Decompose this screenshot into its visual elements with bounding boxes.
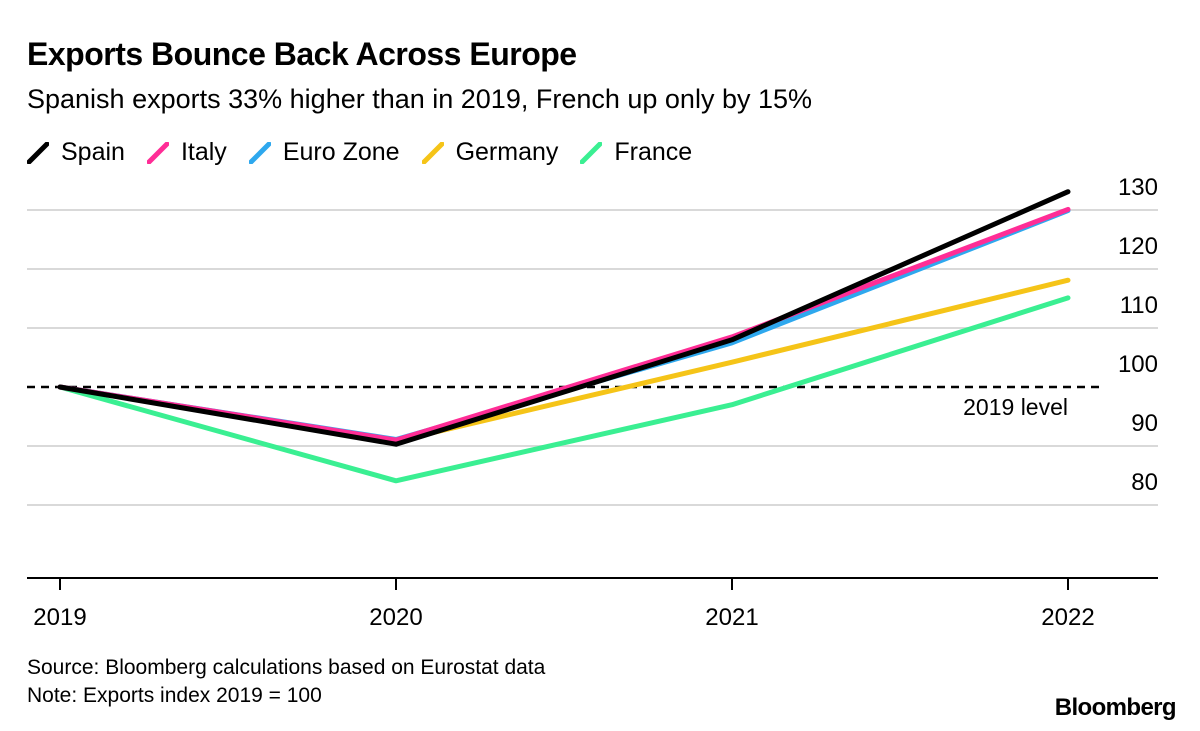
legend-item-spain: Spain bbox=[27, 138, 125, 167]
legend-label-spain: Spain bbox=[61, 138, 125, 166]
reference-line-label: 2019 level bbox=[963, 394, 1068, 420]
gridlines bbox=[27, 209, 1158, 506]
legend-label-germany: Germany bbox=[455, 138, 559, 166]
y-tick-label-130: 130 bbox=[1118, 174, 1158, 201]
bloomberg-logo: Bloomberg bbox=[1054, 694, 1177, 721]
x-tick-label-2021: 2021 bbox=[705, 604, 758, 631]
source-text: Source: Bloomberg calculations based on … bbox=[27, 656, 546, 679]
legend-item-italy: Italy bbox=[146, 138, 227, 167]
y-tick-label-80: 80 bbox=[1131, 469, 1158, 496]
x-tick-label-2020: 2020 bbox=[369, 604, 422, 631]
note-text: Note: Exports index 2019 = 100 bbox=[27, 684, 322, 707]
legend-swatch-spain bbox=[27, 141, 49, 164]
legend-swatch-germany bbox=[421, 141, 444, 164]
legend-swatch-italy bbox=[146, 141, 169, 164]
series-line-france bbox=[57, 295, 1071, 484]
y-tick-label-100: 100 bbox=[1118, 351, 1158, 378]
legend-label-euro-zone: Euro Zone bbox=[282, 138, 400, 166]
series-lines bbox=[57, 189, 1071, 484]
chart-subtitle: Spanish exports 33% higher than in 2019,… bbox=[27, 84, 813, 114]
legend-label-france: France bbox=[614, 138, 693, 166]
chart-title: Exports Bounce Back Across Europe bbox=[27, 36, 577, 72]
legend-item-euro-zone: Euro Zone bbox=[248, 138, 400, 167]
y-tick-label-120: 120 bbox=[1118, 233, 1158, 260]
footer-notes: Source: Bloomberg calculations based on … bbox=[27, 654, 545, 710]
series-line-spain bbox=[57, 189, 1071, 447]
legend: Spain Italy Euro Zone Germany France bbox=[27, 138, 692, 167]
series-line-euro-zone bbox=[57, 208, 1071, 442]
y-tick-label-110: 110 bbox=[1120, 292, 1158, 319]
y-tick-labels: 80 90 100 110 120 130 bbox=[1118, 174, 1158, 496]
legend-swatch-euro-zone bbox=[248, 141, 271, 164]
legend-item-germany: Germany bbox=[421, 138, 559, 167]
legend-label-italy: Italy bbox=[180, 138, 227, 166]
x-tick-label-2022: 2022 bbox=[1041, 604, 1094, 631]
x-axis: 2019 2020 2021 2022 bbox=[27, 577, 1158, 631]
legend-item-france: France bbox=[580, 138, 692, 167]
x-tick-label-2019: 2019 bbox=[33, 604, 86, 631]
series-line-germany bbox=[57, 277, 1071, 444]
series-line-italy bbox=[57, 206, 1071, 443]
y-tick-label-90: 90 bbox=[1131, 410, 1158, 437]
legend-swatch-france bbox=[580, 141, 603, 164]
